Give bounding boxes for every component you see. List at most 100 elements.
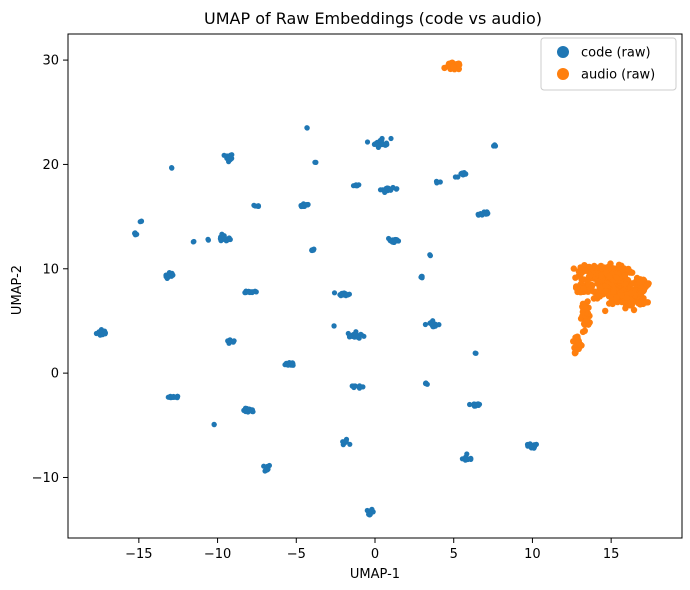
y-tick-label: −10: [32, 471, 59, 486]
point-code: [391, 239, 397, 245]
point-audio: [450, 63, 457, 71]
point-audio: [602, 307, 609, 315]
point-code: [331, 290, 338, 296]
point-audio: [615, 261, 623, 268]
point-code: [467, 401, 473, 408]
point-audio: [570, 265, 577, 272]
point-code: [479, 212, 485, 218]
point-code: [342, 439, 348, 445]
point-audio: [586, 271, 594, 279]
point-audio: [643, 299, 650, 306]
point-code: [304, 125, 310, 131]
point-code: [343, 291, 349, 297]
point-audio: [606, 273, 613, 280]
series-audio: [441, 59, 652, 357]
point-code: [367, 508, 374, 514]
point-audio: [625, 265, 632, 273]
chart-title: UMAP of Raw Embeddings (code vs audio): [204, 9, 542, 28]
point-code: [464, 456, 470, 462]
point-code: [134, 231, 140, 237]
point-code: [309, 247, 315, 254]
point-code: [364, 139, 371, 145]
point-code: [175, 393, 181, 399]
point-audio: [580, 285, 587, 292]
point-audio: [572, 349, 579, 356]
point-code: [419, 275, 425, 281]
x-axis: −15 −10 −5 0 5 10 15: [125, 538, 619, 562]
point-code: [483, 211, 489, 217]
point-code: [137, 219, 143, 225]
point-code: [430, 318, 436, 324]
points-layer: [93, 59, 652, 518]
point-audio: [588, 283, 596, 290]
point-code: [285, 362, 291, 368]
point-audio: [643, 281, 651, 288]
point-code: [165, 274, 171, 280]
point-code: [422, 321, 428, 328]
point-audio: [618, 292, 625, 299]
point-code: [434, 179, 440, 185]
point-code: [388, 135, 394, 142]
point-code: [390, 184, 396, 191]
point-code: [452, 174, 458, 180]
point-code: [436, 322, 442, 328]
point-code: [427, 252, 433, 258]
point-code: [261, 463, 267, 469]
point-audio: [622, 280, 629, 288]
point-code: [100, 332, 106, 338]
point-audio: [579, 328, 587, 336]
point-code: [475, 211, 481, 217]
point-audio: [628, 297, 635, 304]
point-code: [353, 183, 359, 189]
point-code: [170, 393, 177, 400]
point-code: [468, 455, 474, 461]
point-audio: [597, 284, 604, 291]
y-tick-label: 20: [42, 158, 59, 173]
point-code: [211, 422, 217, 428]
series-code: [93, 125, 540, 518]
point-audio: [582, 267, 589, 274]
x-tick-label: 0: [371, 547, 379, 562]
point-code: [528, 444, 534, 450]
point-audio: [455, 60, 463, 68]
x-tick-label: −5: [287, 547, 306, 562]
point-code: [347, 441, 353, 447]
point-audio: [602, 282, 609, 289]
point-audio: [609, 300, 616, 308]
point-audio: [637, 290, 645, 297]
point-code: [474, 401, 480, 407]
point-code: [169, 165, 175, 171]
point-code: [464, 451, 470, 457]
point-code: [166, 394, 172, 400]
point-code: [424, 381, 430, 387]
y-axis-label: UMAP-2: [10, 265, 25, 315]
point-code: [379, 137, 385, 143]
point-code: [249, 289, 256, 295]
point-code: [255, 203, 261, 209]
legend: code (raw) audio (raw): [540, 37, 677, 91]
point-code: [243, 408, 249, 415]
point-audio: [579, 308, 586, 316]
point-audio: [602, 287, 609, 294]
point-audio: [575, 338, 582, 346]
point-code: [205, 237, 211, 243]
point-audio: [640, 276, 647, 283]
point-audio: [623, 294, 631, 301]
point-audio: [598, 272, 605, 279]
point-code: [382, 189, 388, 195]
point-code: [221, 235, 227, 241]
point-audio: [610, 288, 617, 295]
point-code: [312, 159, 318, 165]
x-tick-label: 5: [450, 547, 458, 562]
point-code: [383, 140, 390, 146]
point-audio: [635, 299, 642, 307]
point-code: [249, 407, 255, 413]
point-audio: [627, 290, 635, 297]
point-audio: [577, 264, 584, 271]
point-audio: [586, 263, 593, 271]
point-code: [227, 236, 233, 243]
x-tick-label: 15: [603, 547, 620, 562]
point-audio: [594, 278, 602, 286]
point-audio: [613, 274, 620, 281]
